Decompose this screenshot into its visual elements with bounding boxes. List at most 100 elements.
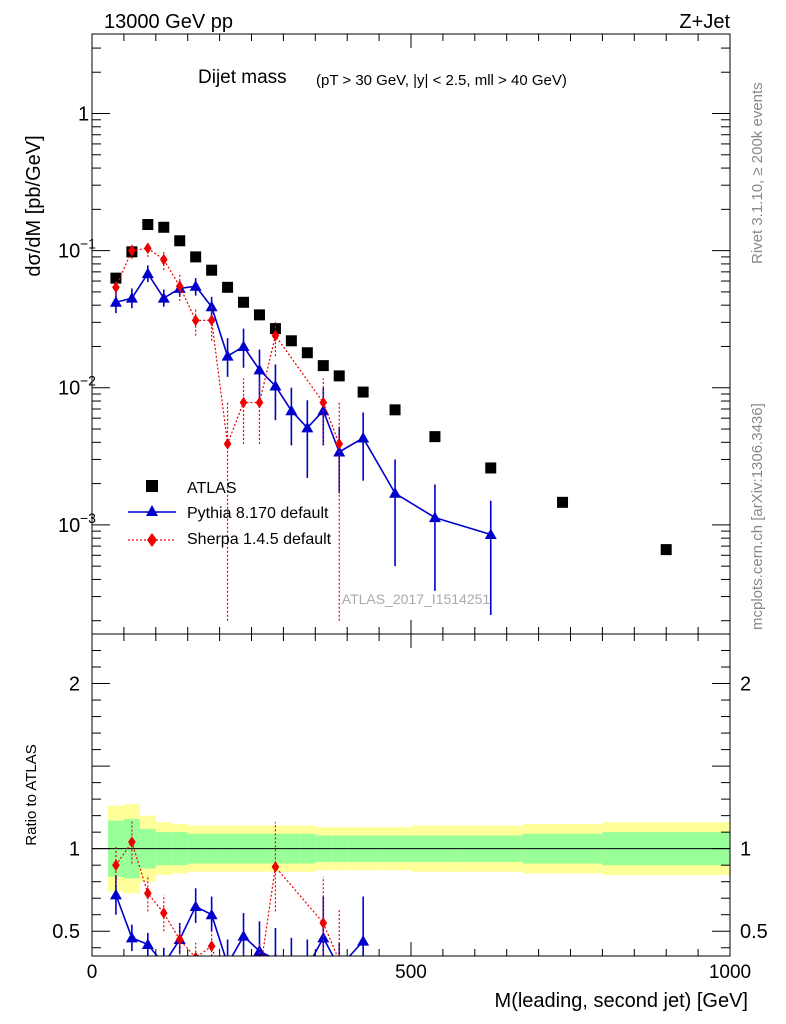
pythia-marker [205, 300, 218, 312]
atlas-marker [389, 404, 401, 416]
y-tick-label: 10 [58, 515, 80, 537]
sherpa-marker [175, 933, 184, 946]
sherpa-marker [255, 396, 264, 409]
sherpa-marker [207, 314, 216, 327]
pythia-marker [222, 958, 234, 969]
legend-atlas-marker [146, 480, 158, 492]
sherpa-marker [271, 860, 280, 873]
pythia-marker [158, 958, 170, 969]
ratio-y-tick-label-right: 2 [740, 674, 751, 696]
main-panel: 10 −310 −210 −11 Dijet mass (pT > 30 GeV, |… [23, 33, 731, 635]
mcplots-label: mcplots.cern.ch [arXiv:1306.3436] [749, 403, 766, 630]
sherpa-marker [191, 314, 200, 327]
atlas-marker [485, 462, 497, 474]
sherpa-marker [144, 242, 152, 255]
pythia-marker [285, 958, 297, 969]
ratio-y-tick-label: 1 [69, 839, 80, 861]
sherpa-marker [319, 917, 328, 929]
legend-sherpa-marker [147, 533, 157, 547]
atlas-marker [301, 347, 313, 359]
sherpa-marker [159, 907, 168, 919]
header-right: Z+Jet [679, 11, 730, 33]
pythia-marker [273, 953, 277, 956]
legend-pythia-label: Pythia 8.170 default [187, 505, 329, 522]
pythia-marker [157, 292, 170, 303]
pythia-marker [357, 935, 370, 946]
ratio-y-tick-label-right: 1 [740, 839, 751, 861]
atlas-marker [557, 496, 569, 508]
atlas-marker [333, 370, 345, 382]
pythia-marker [205, 908, 218, 920]
sherpa-marker [112, 281, 120, 294]
sherpa-marker [112, 859, 120, 872]
sherpa-marker [224, 995, 232, 1007]
sherpa-marker [128, 244, 136, 257]
ratio-y-tick-label: 2 [69, 674, 80, 696]
sherpa-marker [128, 836, 136, 848]
y-tick-label-exp: −2 [80, 373, 96, 389]
header-left: 13000 GeV pp [104, 11, 233, 33]
atlas-marker [317, 360, 329, 372]
atlas-marker [174, 235, 186, 247]
main-ylabel: dσ/dM [pb/GeV] [23, 135, 45, 276]
pythia-marker [237, 930, 250, 941]
x-tick-label: 0 [87, 962, 98, 983]
sherpa-marker [319, 396, 328, 409]
sherpa-marker [338, 955, 340, 956]
sherpa-marker [159, 253, 168, 266]
legend-atlas-label: ATLAS [187, 480, 237, 497]
pythia-line [115, 894, 364, 956]
atlas-marker [253, 309, 265, 321]
y-tick-label: 10 [58, 241, 80, 263]
atlas-marker [222, 281, 234, 293]
pythia-marker [301, 962, 313, 973]
legend: ATLAS Pythia 8.170 default Sherpa 1.4.5 … [128, 480, 332, 548]
sherpa-marker [271, 329, 280, 342]
pythia-marker [269, 379, 282, 391]
sherpa-marker [192, 951, 199, 956]
pythia-marker [253, 945, 266, 956]
ratio-frame [91, 633, 731, 957]
pythia-marker [109, 888, 122, 900]
atlas-marker [110, 272, 122, 284]
x-tick-label: 500 [395, 962, 427, 983]
pythia-marker [237, 340, 250, 351]
pythia-marker [189, 900, 202, 911]
pythia-marker [389, 487, 402, 498]
atlas-marker [206, 264, 218, 276]
sherpa-marker [256, 970, 264, 982]
atlas-marker [285, 335, 297, 347]
pythia-marker [285, 404, 298, 416]
ratio-panel: 0 500 1000 0.5 0.5 1 1 2 2 Ratio to ATLAS M(lead… [23, 633, 768, 1012]
sherpa-marker [223, 437, 232, 450]
plot-title-main: Dijet mass [198, 67, 287, 88]
watermark: ATLAS_2017_I1514251 [342, 591, 491, 607]
pythia-marker [357, 432, 370, 443]
sherpa-marker [335, 437, 344, 450]
plot-title: Dijet mass [198, 67, 287, 88]
pythia-marker [141, 267, 154, 279]
sherpa-marker [240, 977, 248, 989]
atlas-marker [142, 219, 154, 231]
pythia-marker [125, 931, 138, 943]
x-axis-label: M(leading, second jet) [GeV] [495, 990, 748, 1012]
pythia-marker [189, 280, 202, 291]
pythia-marker [221, 350, 234, 361]
ratio-ylabel: Ratio to ATLAS [23, 744, 40, 845]
sherpa-marker [144, 887, 152, 900]
sherpa-marker [239, 396, 248, 409]
plot-title-cuts: (pT > 30 GeV, |y| < 2.5, mll > 40 GeV) [316, 72, 567, 89]
pythia-marker [141, 938, 154, 949]
y-tick-label-exp: −1 [80, 236, 96, 252]
y-tick-label: 1 [78, 104, 89, 126]
sherpa-marker [207, 940, 216, 952]
atlas-marker [238, 296, 250, 308]
y-tick-label-exp: −3 [80, 510, 96, 526]
legend-sherpa-label: Sherpa 1.4.5 default [187, 531, 332, 548]
pythia-marker [109, 296, 122, 307]
atlas-marker [429, 431, 441, 443]
ratio-y-tick-label: 0.5 [52, 921, 80, 943]
pythia-marker [428, 511, 441, 523]
legend-pythia-marker [146, 505, 158, 516]
